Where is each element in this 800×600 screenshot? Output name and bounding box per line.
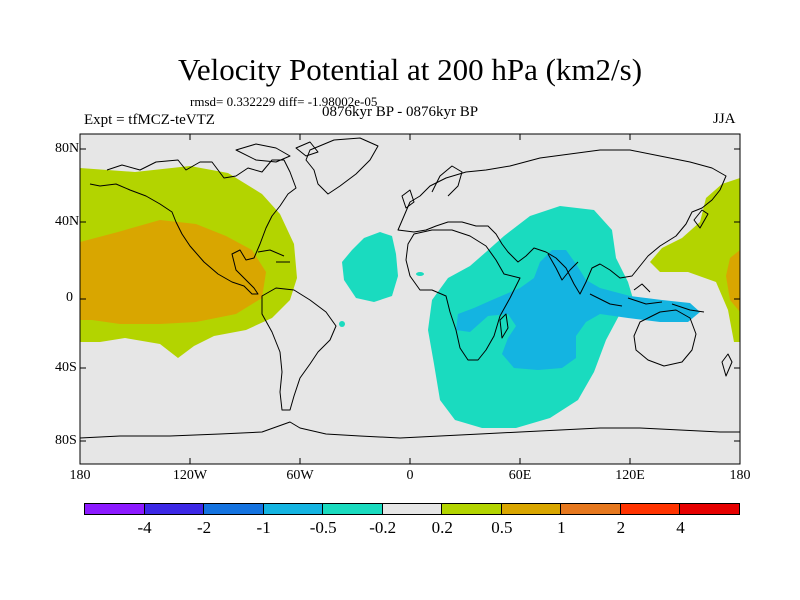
coastline-australia xyxy=(633,309,697,367)
coastline-caribbean xyxy=(257,249,290,263)
x-tick-label: 120E xyxy=(615,468,645,483)
colorbar-box xyxy=(143,503,205,515)
colorbar-box xyxy=(560,503,621,515)
positive-anomaly-west-pacific xyxy=(650,178,740,342)
x-tick-label: 120W xyxy=(172,468,208,483)
colorbar-box xyxy=(203,503,264,515)
x-tick-label: 0 xyxy=(406,468,414,483)
y-tick-label: 80S xyxy=(55,433,77,448)
colorbar-level-label: 0.2 xyxy=(431,518,453,537)
coastline-north-america xyxy=(89,159,297,295)
positive-core-east-pacific xyxy=(80,220,266,324)
x-tick-label: 180 xyxy=(69,468,91,483)
negative-anomaly-africa-small xyxy=(416,272,424,276)
colorbar-box xyxy=(322,503,383,515)
colorbar-box xyxy=(619,503,681,515)
colorbar-level-label: 4 xyxy=(676,518,685,537)
colorbar-level-label: 1 xyxy=(557,518,566,537)
negative-anomaly-atlantic xyxy=(342,232,398,302)
colorbar xyxy=(84,503,741,515)
coastlines xyxy=(80,137,740,439)
colorbar-box xyxy=(500,503,562,515)
negative-anomaly-atlantic-small xyxy=(339,321,345,327)
colorbar-box xyxy=(441,503,502,515)
coastline-africa xyxy=(405,229,521,361)
axis-ticks xyxy=(80,134,740,464)
colorbar-level-label: -1 xyxy=(256,518,271,537)
colorbar-box xyxy=(262,503,324,515)
x-tick-label: 60E xyxy=(508,468,532,483)
colorbar-box xyxy=(381,503,443,515)
coastline-british-isles xyxy=(401,189,415,209)
stats-line: rmsd= 0.332229 diff= -1.98002e-05 xyxy=(190,94,378,109)
coastline-south-america xyxy=(261,287,337,411)
colorbar-level-label: -4 xyxy=(137,518,152,537)
experiment-label: Expt = tfMCZ-teVTZ xyxy=(84,112,215,128)
coastline-japan xyxy=(693,209,709,229)
figure-title: Velocity Potential at 200 hPa (km2/s) xyxy=(177,52,643,87)
coastline-greenland xyxy=(305,137,379,195)
period-label: 0876kyr BP - 0876kyr BP xyxy=(322,104,479,120)
colorbar-level-label: -0.5 xyxy=(309,518,337,537)
y-tick-label: 80N xyxy=(55,141,80,156)
coastline-new-zealand xyxy=(721,353,733,377)
positive-core-west-pacific xyxy=(726,250,740,312)
x-tick-label: 60W xyxy=(286,468,314,483)
coastline-eurasia xyxy=(397,149,727,295)
y-tick-label: 0 xyxy=(66,290,73,305)
y-tick-label: 40S xyxy=(55,360,77,375)
negative-core-indian-ocean xyxy=(456,250,700,370)
x-tick-label: 180 xyxy=(729,468,751,483)
y-tick-label: 40N xyxy=(55,214,80,229)
coastline-scandinavia xyxy=(431,165,463,197)
colorbar-level-label: -2 xyxy=(196,518,212,537)
colorbar-level-label: -0.2 xyxy=(369,518,397,537)
coastline-antarctica xyxy=(80,421,740,439)
colorbar-level-label: 0.5 xyxy=(491,518,513,537)
coastline-indonesia xyxy=(589,283,705,313)
coastline-south-asia xyxy=(547,253,579,281)
coastline-madagascar xyxy=(499,313,509,339)
colorbar-box xyxy=(679,503,741,515)
colorbar-box xyxy=(84,503,145,515)
coastline-arctic-islands xyxy=(235,141,319,163)
colorbar-level-label: 2 xyxy=(616,518,626,537)
season-label: JJA xyxy=(713,111,736,127)
